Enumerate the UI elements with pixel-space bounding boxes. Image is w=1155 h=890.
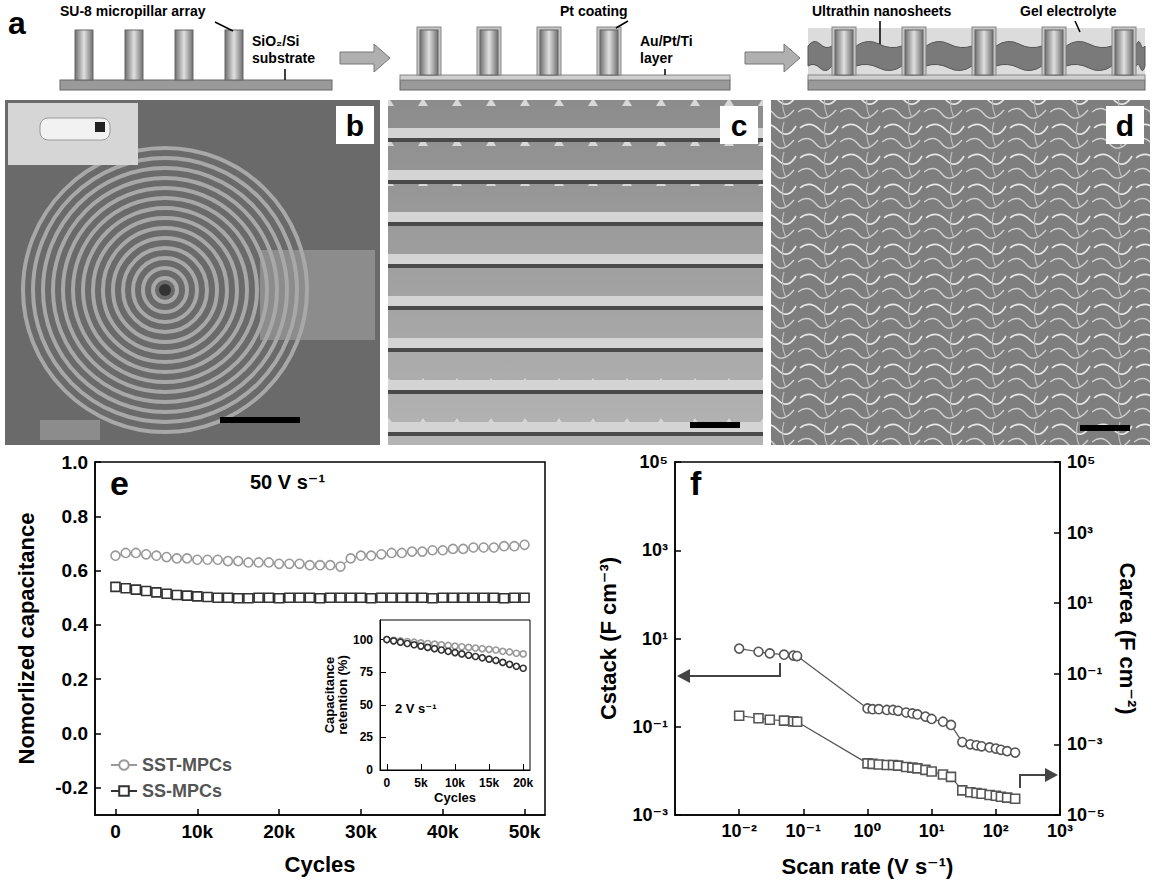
svg-text:10³: 10³ [642,540,668,560]
svg-text:10⁻³: 10⁻³ [1067,734,1103,754]
svg-text:0.6: 0.6 [62,560,88,581]
svg-text:10¹: 10¹ [1067,593,1093,613]
svg-text:SU-8 micropillar array: SU-8 micropillar array [60,3,206,19]
svg-text:0.4: 0.4 [62,614,89,635]
svg-text:d: d [1116,109,1134,142]
svg-text:10³: 10³ [1047,821,1073,841]
svg-text:SS-MPCs: SS-MPCs [142,781,222,801]
svg-text:Scan rate (V s⁻¹): Scan rate (V s⁻¹) [782,854,954,879]
svg-text:10¹: 10¹ [642,629,668,649]
svg-text:Au/Pt/Tilayer: Au/Pt/Tilayer [640,33,693,66]
svg-text:40k: 40k [427,821,459,842]
svg-text:-0.2: -0.2 [55,777,88,798]
svg-text:Nomorlized capacitance: Nomorlized capacitance [14,513,39,765]
svg-text:50: 50 [360,698,374,712]
svg-text:Carea (F cm⁻²): Carea (F cm⁻²) [1115,562,1140,714]
svg-text:10⁻¹: 10⁻¹ [786,821,822,841]
svg-text:0: 0 [383,776,390,790]
svg-text:0: 0 [110,821,121,842]
svg-text:100: 100 [353,633,373,647]
svg-text:Pt coating: Pt coating [560,3,628,19]
svg-text:10k: 10k [181,821,213,842]
svg-text:1.0: 1.0 [62,452,88,473]
svg-text:50 V s⁻¹: 50 V s⁻¹ [250,471,325,493]
svg-text:SST-MPCs: SST-MPCs [142,755,232,775]
svg-text:retention (%): retention (%) [335,655,350,734]
svg-text:2 V s⁻¹: 2 V s⁻¹ [395,701,437,716]
svg-text:10⁻¹: 10⁻¹ [1067,664,1103,684]
svg-text:10k: 10k [445,776,465,790]
svg-text:f: f [690,464,702,502]
svg-text:10⁻³: 10⁻³ [632,805,668,825]
svg-text:Cstack (F cm⁻³): Cstack (F cm⁻³) [596,557,621,720]
svg-text:10⁻²: 10⁻² [721,821,757,841]
svg-text:0.8: 0.8 [62,506,88,527]
svg-text:10¹: 10¹ [919,821,945,841]
svg-text:Cycles: Cycles [434,790,476,805]
svg-text:SiO₂/Sisubstrate: SiO₂/Sisubstrate [252,33,315,66]
svg-text:Ultrathin nanosheets: Ultrathin nanosheets [812,3,951,19]
svg-text:10⁰: 10⁰ [854,821,882,841]
svg-text:75: 75 [360,665,374,679]
svg-text:10⁻⁵: 10⁻⁵ [1067,805,1105,825]
svg-text:5k: 5k [414,776,428,790]
svg-text:25: 25 [360,730,374,744]
svg-text:Gel electrolyte: Gel electrolyte [1020,3,1117,19]
svg-text:b: b [346,109,364,142]
svg-text:a: a [8,5,26,41]
svg-text:0.2: 0.2 [62,669,88,690]
svg-text:0.0: 0.0 [62,723,88,744]
svg-text:10⁵: 10⁵ [640,452,668,472]
svg-text:15k: 15k [479,776,499,790]
svg-text:20k: 20k [263,821,295,842]
svg-text:10²: 10² [983,821,1009,841]
svg-text:Cycles: Cycles [285,852,356,877]
svg-text:0: 0 [366,763,373,777]
svg-text:10⁻¹: 10⁻¹ [632,717,668,737]
svg-text:e: e [110,464,129,502]
svg-text:20k: 20k [513,776,533,790]
svg-text:Capacitance: Capacitance [322,656,338,734]
svg-text:50k: 50k [509,821,541,842]
svg-text:10⁵: 10⁵ [1067,452,1095,472]
svg-text:30k: 30k [345,821,377,842]
svg-text:10³: 10³ [1067,523,1093,543]
svg-text:c: c [731,109,748,142]
